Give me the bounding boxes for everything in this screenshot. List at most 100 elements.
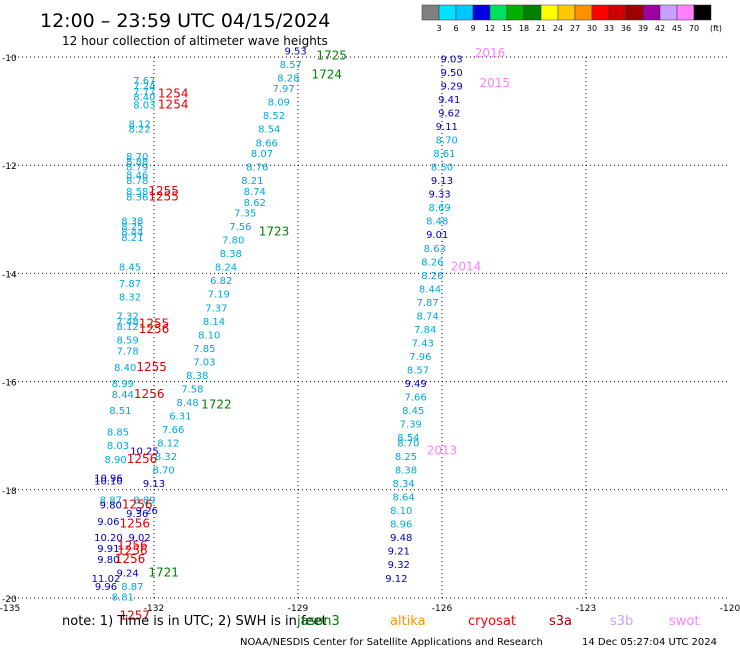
colorbar-label: 24 [553,24,563,33]
wave-height-point: 8.48 [426,217,448,228]
wave-height-point: 8.81 [112,593,134,604]
track-time-label: 1721 [148,565,179,579]
wave-height-point: 8.12 [157,439,179,450]
y-tick-label: -10 [2,54,17,64]
wave-height-point: 8.12 [116,322,138,333]
wave-height-point: 8.14 [203,317,225,328]
wave-height-point: 8.44 [112,390,134,401]
wave-height-point: 7.78 [116,347,138,358]
wave-height-point: 8.66 [256,138,278,149]
colorbar-label: 45 [672,24,682,33]
wave-height-point: 8.87 [121,582,143,593]
satellite-legend-item: cryosat [468,614,516,629]
track-time-label: 1255 [148,184,179,198]
track-time-label: 1724 [312,68,343,82]
satellite-legend-item: s3a [549,614,572,629]
wave-height-point: 8.57 [280,60,302,71]
wave-height-point: 7.39 [400,420,422,431]
wave-height-point: 9.21 [388,547,410,558]
wave-height-point: 10.10 [94,476,123,487]
colorbar-label: 39 [638,24,648,33]
colorbar-unit: (ft) [710,24,722,33]
colorbar-label: 30 [587,24,597,33]
wave-height-point: 8.61 [433,149,455,160]
wave-height-point: 8.90 [104,455,126,466]
wave-height-point: 8.26 [421,257,443,268]
wave-height-point: 8.62 [244,198,266,209]
colorbar-swatch [557,4,576,21]
colorbar-swatch [523,4,542,21]
wave-height-point: 8.38 [220,249,242,260]
colorbar-label: 21 [536,24,546,33]
plot-area: -135 -132 -129 -126 -123 -120 -10 -12 -14 -16 -18 -… [0,46,740,623]
wave-height-point: 9.41 [438,95,460,106]
wave-height-point: 9.50 [440,68,462,79]
wave-height-point: 9.06 [97,517,119,528]
wave-height-point: 8.79 [126,163,148,174]
wave-height-point: 8.21 [241,176,263,187]
wave-height-point: 9.13 [143,479,165,490]
colorbar-label: 3 [436,24,441,33]
wave-height-point: 8.70 [126,152,148,163]
wave-height-point: 7.37 [205,303,227,314]
wave-height-point: 8.28 [277,73,299,84]
wave-height-point: 8.26 [421,271,443,282]
track-time-label: 1256 [117,544,148,558]
wave-height-point: 8.25 [121,222,143,233]
x-tick-label: -132 [144,604,164,614]
wave-height-point: 8.03 [107,441,129,452]
wave-height-point: 7.77 [133,87,155,98]
x-tick-label: -126 [432,604,453,614]
wave-height-point: 8.51 [109,406,131,417]
track-time-label: 1256 [139,322,170,336]
wave-height-point: 8.21 [121,233,143,244]
track-time-label: 1254 [158,87,189,101]
track-time-label: 1256 [134,387,165,401]
wave-height-point: 8.24 [215,263,237,274]
colorbar-label: 15 [502,24,512,33]
wave-height-point: 8.10 [198,330,220,341]
wave-height-point: 8.38 [186,371,208,382]
wave-height-point: 8.25 [395,452,417,463]
track-time-label: 2015 [480,76,511,90]
wave-height-point: 7.66 [404,393,426,404]
wave-height-point: 8.99 [112,379,134,390]
wave-height-point: 7.24 [133,81,155,92]
wave-height-point: 9.24 [116,568,138,579]
colorbar-label: 42 [655,24,665,33]
wave-height-point: 7.66 [162,425,184,436]
y-tick-label: -20 [2,595,17,605]
colorbar-label: 6 [453,24,458,33]
wave-height-point: 7.87 [119,279,141,290]
colorbar-swatch [591,4,610,21]
wave-height-point: 8.32 [119,292,141,303]
colorbar-swatch [540,4,559,21]
colorbar-label: 27 [570,24,580,33]
footer-credit: NOAA/NESDIS Center for Satellite Applica… [240,637,543,648]
wave-height-point: 7.58 [181,384,203,395]
colorbar-swatch [574,4,593,21]
colorbar-swatch [421,4,440,21]
wave-height-point: 7.35 [234,209,256,220]
colorbar-label: 36 [621,24,631,33]
wave-height-point: 8.63 [424,244,446,255]
wave-height-point: 8.09 [268,98,290,109]
wave-height-point: 7.84 [414,325,436,336]
wave-height-point: 8.76 [246,163,268,174]
x-tick-label: -120 [720,604,740,614]
wave-height-point: 8.40 [133,92,155,103]
wave-height-point: 7.85 [193,344,215,355]
satellite-legend-item: altika [390,614,426,629]
wave-height-point: 7.48 [116,317,138,328]
wave-height-point: 8.45 [119,263,141,274]
wave-height-point: 10.96 [94,474,123,485]
y-tick-label: -18 [2,487,17,497]
wave-height-point: 9.01 [426,230,448,241]
y-tick-label: -14 [2,270,17,280]
wave-height-point: 9.11 [436,122,458,133]
colorbar-label: 33 [604,24,614,33]
y-tick-label: -12 [2,162,17,172]
wave-height-point: 6.31 [169,411,191,422]
wave-height-point: 8.87 [100,495,122,506]
wave-height-point: 7.43 [412,338,434,349]
